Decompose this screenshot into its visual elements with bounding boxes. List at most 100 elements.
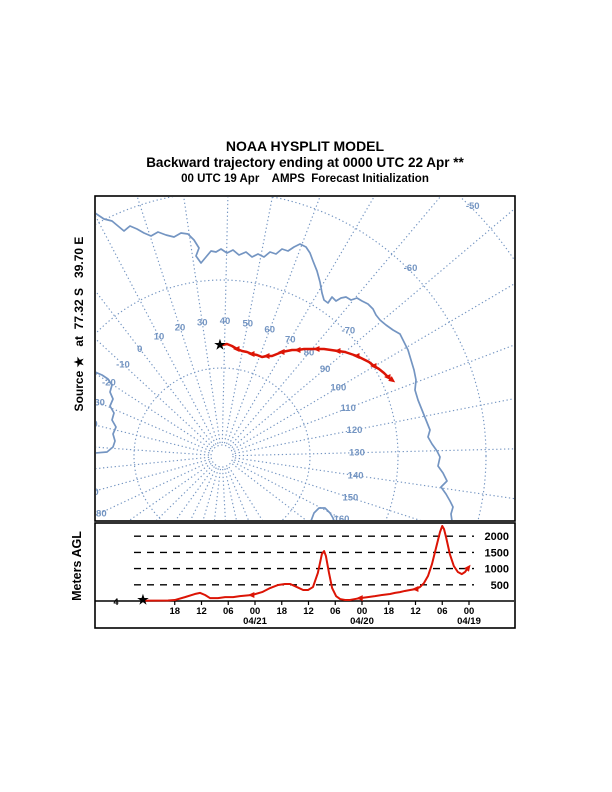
model-title: NOAA HYSPLIT MODEL	[225, 138, 385, 154]
longitude-label: 100	[330, 382, 346, 393]
height-12h-marker	[411, 586, 419, 593]
meridian-line	[234, 398, 514, 455]
date-label: 04/20	[350, 616, 374, 627]
longitude-label: -70	[85, 487, 99, 498]
antarctica-coastline	[310, 507, 335, 520]
latitude-circle	[96, 279, 399, 520]
height-12h-marker	[247, 592, 255, 599]
time-tick-label: 12	[303, 606, 314, 617]
latitude-circle	[459, 197, 514, 261]
pole-circle	[210, 444, 234, 468]
longitude-label: 60	[264, 325, 275, 336]
meridian-line	[96, 458, 210, 492]
trajectory-6h-marker	[233, 346, 240, 352]
meridian-line	[233, 344, 514, 452]
height-12h-marker	[356, 595, 363, 602]
height-gridline-label: 500	[491, 580, 509, 592]
time-tick-label: 00	[464, 606, 475, 617]
meridian-line	[213, 468, 222, 520]
meridian-line	[232, 283, 514, 450]
trajectory-path	[220, 342, 394, 382]
start-height-label: 4	[113, 597, 118, 607]
meridian-line	[221, 197, 229, 444]
longitude-label: -30	[91, 397, 105, 408]
meridian-line	[175, 466, 215, 520]
height-panel-border	[94, 522, 516, 629]
meridian-line	[202, 468, 219, 520]
latitude-label: -60	[404, 263, 418, 274]
map-border	[94, 195, 516, 522]
trajectory-6h-marker	[278, 349, 285, 355]
trajectory-title: Backward trajectory ending at 0000 UTC 2…	[146, 155, 464, 170]
meridian-line	[228, 466, 263, 520]
meridian-line	[96, 400, 211, 452]
height-end-arrow	[464, 564, 471, 572]
time-tick-label: 06	[223, 606, 234, 617]
meridian-line	[190, 467, 217, 520]
trajectory-6h-marker	[370, 363, 377, 369]
meridian-line	[223, 197, 273, 444]
meridian-line	[231, 208, 514, 449]
source-star-icon: ★	[214, 337, 226, 352]
latitude-circle	[133, 367, 311, 520]
meridian-line	[234, 457, 514, 500]
trajectory-6h-marker	[313, 346, 320, 352]
latitude-label: -70	[341, 325, 355, 336]
time-tick-label: 00	[357, 606, 368, 617]
longitude-label: 80	[304, 348, 315, 359]
longitude-label: 30	[197, 317, 208, 328]
meridian-line	[222, 468, 226, 520]
longitude-label: 120	[347, 425, 363, 436]
meridian-line	[96, 373, 212, 450]
longitude-label: 0	[137, 344, 142, 355]
meridian-line	[224, 468, 238, 520]
time-tick-label: 18	[383, 606, 394, 617]
latitude-circle	[96, 197, 487, 520]
time-tick-label: 18	[276, 606, 287, 617]
height-gridline-label: 1500	[485, 547, 509, 559]
trajectory-6h-marker	[294, 347, 301, 353]
trajectory-end-arrow	[388, 376, 396, 383]
antarctica-coastline	[96, 371, 117, 454]
height-gridline-label: 1000	[485, 564, 509, 576]
longitude-label: -60	[81, 464, 95, 475]
longitude-label: 70	[285, 335, 296, 346]
longitude-label: 130	[349, 448, 365, 459]
meridian-line	[96, 338, 213, 448]
trajectory-6h-marker	[353, 353, 360, 359]
antarctica-coastline	[96, 212, 454, 520]
longitude-label: 20	[175, 323, 186, 334]
meridian-line	[136, 197, 219, 444]
longitude-label: -40	[84, 419, 98, 430]
longitude-label: -50	[80, 442, 94, 453]
height-source-star-icon: ★	[137, 592, 149, 607]
longitude-label: 110	[341, 403, 356, 414]
longitude-label: 150	[342, 493, 358, 504]
date-label: 04/21	[243, 616, 267, 627]
time-tick-label: 18	[169, 606, 180, 617]
init-subtitle: 00 UTC 19 Apr AMPS Forecast Initializati…	[181, 173, 429, 185]
longitude-label: -80	[93, 508, 107, 519]
meridian-line	[226, 467, 250, 520]
trajectory-6h-marker	[263, 353, 270, 359]
meridian-line	[229, 197, 441, 447]
meridian-line	[234, 448, 514, 457]
meridian-line	[96, 446, 210, 456]
meridian-line	[228, 197, 375, 446]
height-gridline-label: 2000	[485, 531, 509, 543]
time-tick-label: 12	[196, 606, 207, 617]
longitude-label: -20	[102, 377, 116, 388]
trajectory-6h-marker	[248, 351, 255, 357]
meridian-line	[234, 459, 421, 520]
time-tick-label: 00	[250, 606, 261, 617]
meridian-line	[96, 456, 210, 470]
meridian-line	[183, 197, 221, 444]
trajectory-6h-marker	[334, 348, 341, 354]
meridian-line	[233, 461, 346, 520]
trajectory-6h-marker	[384, 374, 391, 380]
longitude-label: 90	[320, 364, 331, 375]
longitude-label: 50	[242, 318, 253, 329]
